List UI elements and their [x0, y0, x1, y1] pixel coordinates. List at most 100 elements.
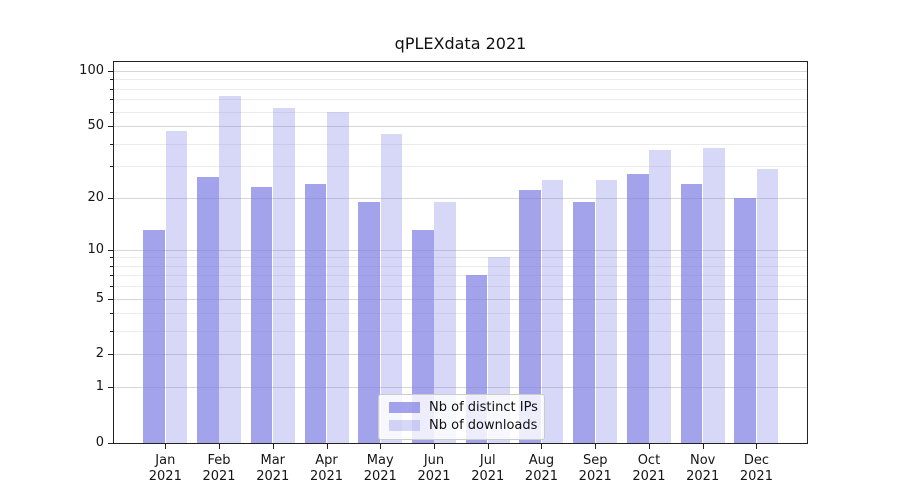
x-tick-sep: [595, 444, 597, 449]
bars-layer: [114, 62, 807, 443]
y-tick-label-10: 10: [87, 241, 104, 257]
bar-ips-dec: [734, 197, 757, 443]
legend: Nb of distinct IPs Nb of downloads: [378, 394, 545, 440]
y-tick-label-100: 100: [79, 63, 104, 79]
gridline-major-2: [114, 354, 807, 356]
y-tick-label-20: 20: [87, 189, 104, 205]
y-minortick-60: [110, 111, 113, 113]
y-tick-100: [108, 71, 113, 73]
y-minortick-40: [110, 143, 113, 145]
legend-label-distinct-ips: Nb of distinct IPs: [429, 400, 538, 415]
y-tick-0: [108, 443, 113, 444]
x-tick-label-sep: Sep 2021: [578, 453, 612, 484]
x-tick-label-jun: Jun 2021: [417, 453, 451, 484]
gridline-major-10: [114, 249, 807, 251]
y-tick-20: [108, 197, 113, 199]
bar-downloads-jan: [165, 131, 188, 443]
x-tick-jan: [165, 444, 167, 449]
grid-layer: [114, 62, 807, 443]
y-tick-50: [108, 126, 113, 128]
x-tick-feb: [219, 444, 221, 449]
gridline-minor-4: [114, 313, 807, 315]
gridline-minor-90: [114, 79, 807, 81]
bar-downloads-feb: [219, 96, 242, 443]
gridline-minor-40: [114, 143, 807, 145]
gridline-minor-80: [114, 88, 807, 90]
bar-downloads-may: [380, 134, 403, 443]
gridline-minor-6: [114, 286, 807, 288]
y-minortick-30: [110, 166, 113, 168]
x-tick-aug: [541, 444, 543, 449]
x-tick-label-apr: Apr 2021: [309, 453, 344, 484]
y-minortick-8: [110, 265, 113, 267]
bar-downloads-nov: [703, 147, 725, 443]
bar-ips-sep: [573, 201, 595, 443]
gridline-minor-9: [114, 257, 807, 259]
chart-title: qPLEXdata 2021: [394, 34, 527, 53]
bar-ips-feb: [197, 177, 219, 443]
gridline-minor-60: [114, 111, 807, 113]
bar-ips-oct: [626, 174, 649, 443]
gridline-minor-3: [114, 331, 807, 333]
x-tick-oct: [648, 444, 650, 449]
bar-ips-apr: [304, 183, 327, 443]
gridline-minor-8: [114, 265, 807, 267]
y-minortick-6: [110, 286, 113, 288]
y-minortick-7: [110, 275, 113, 277]
bar-downloads-dec: [756, 168, 779, 443]
bar-ips-mar: [250, 186, 273, 443]
y-minortick-4: [110, 313, 113, 315]
bar-ips-may: [358, 201, 380, 443]
legend-row-downloads: Nb of downloads: [389, 418, 538, 433]
x-tick-label-dec: Dec 2021: [739, 453, 773, 484]
gridline-major-100: [114, 71, 807, 73]
y-tick-1: [108, 387, 113, 389]
x-tick-label-feb: Feb 2021: [202, 453, 236, 484]
y-minortick-3: [110, 331, 113, 333]
x-tick-label-may: May 2021: [363, 453, 397, 484]
legend-row-distinct-ips: Nb of distinct IPs: [389, 400, 538, 415]
y-tick-label-2: 2: [95, 346, 104, 362]
y-minortick-80: [110, 88, 113, 90]
bar-downloads-mar: [273, 107, 295, 443]
x-tick-label-aug: Aug 2021: [524, 453, 559, 484]
bar-downloads-jun: [434, 201, 456, 443]
y-tick-label-0: 0: [95, 435, 104, 450]
x-tick-mar: [272, 444, 274, 449]
x-tick-label-nov: Nov 2021: [686, 453, 720, 484]
bar-ips-jun: [412, 230, 434, 443]
x-tick-label-mar: Mar 2021: [256, 453, 290, 484]
x-tick-jul: [487, 444, 489, 449]
legend-swatch-distinct-ips: [389, 402, 420, 413]
legend-label-downloads: Nb of downloads: [429, 418, 538, 433]
plot-area: Nb of distinct IPs Nb of downloads: [113, 61, 808, 444]
bar-ips-jan: [143, 230, 165, 443]
x-tick-nov: [702, 444, 704, 449]
gridline-major-20: [114, 197, 807, 199]
y-minortick-9: [110, 257, 113, 259]
gridline-major-1: [114, 387, 807, 389]
y-tick-label-5: 5: [95, 290, 104, 306]
y-tick-label-50: 50: [87, 118, 104, 134]
y-minortick-90: [110, 79, 113, 81]
x-tick-dec: [756, 444, 758, 449]
legend-swatch-downloads: [389, 420, 420, 431]
bar-downloads-oct: [649, 149, 671, 443]
x-tick-label-jan: Jan 2021: [148, 453, 182, 484]
y-tick-label-1: 1: [95, 379, 104, 395]
gridline-major-5: [114, 298, 807, 300]
x-tick-label-oct: Oct 2021: [632, 453, 666, 484]
x-tick-jun: [434, 444, 435, 449]
y-tick-2: [108, 354, 113, 356]
gridline-major-50: [114, 126, 807, 128]
bar-ips-aug: [519, 190, 542, 443]
y-tick-5: [108, 298, 113, 300]
x-tick-may: [380, 444, 382, 449]
gridline-minor-70: [114, 99, 807, 101]
bar-downloads-apr: [326, 111, 349, 443]
bar-ips-nov: [680, 183, 703, 443]
x-tick-apr: [326, 444, 328, 449]
gridline-minor-7: [114, 275, 807, 277]
y-minortick-70: [110, 99, 113, 101]
